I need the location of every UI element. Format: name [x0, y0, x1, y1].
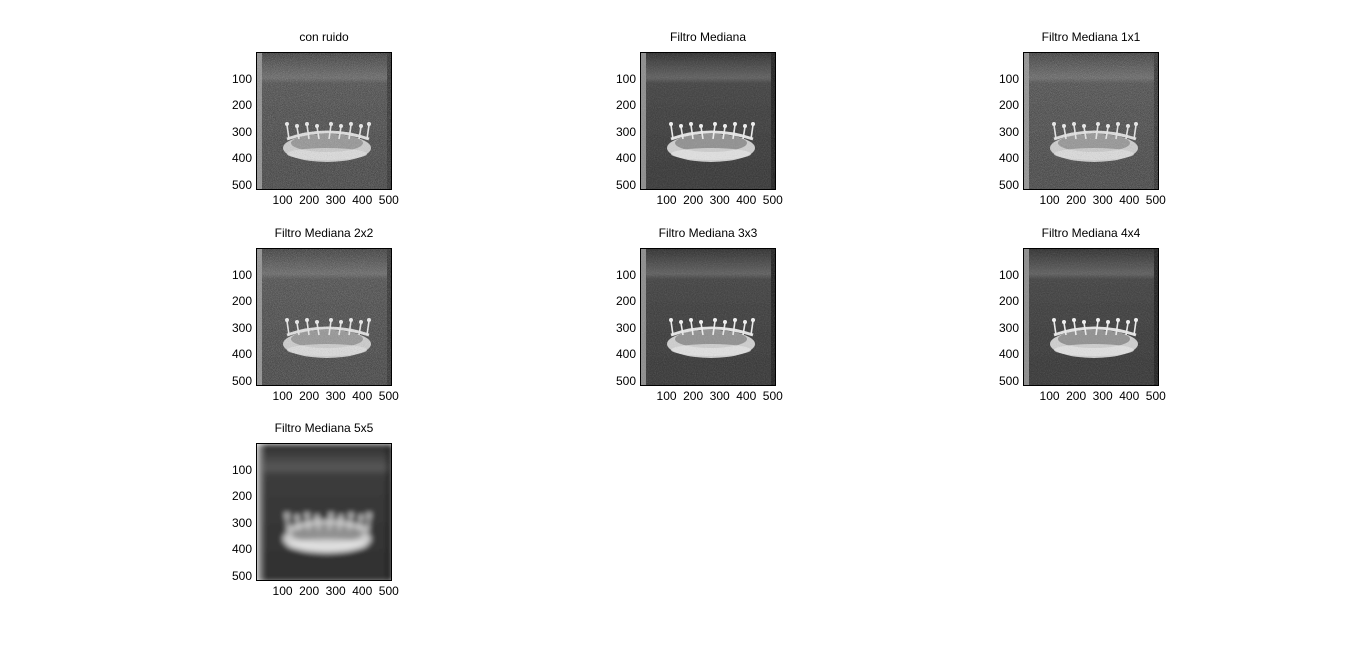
y-tick-label: 500 [998, 177, 1019, 192]
y-tick-label: 500 [615, 177, 636, 192]
y-tick-label: 300 [231, 320, 252, 335]
y-tick-label: 100 [231, 71, 252, 86]
y-tick-label: 400 [231, 347, 252, 362]
y-tick-label: 400 [998, 347, 1019, 362]
subplot-title: Filtro Mediana 5x5 [274, 421, 374, 435]
image-noisy [257, 53, 391, 189]
x-tick-label: 200 [1066, 193, 1087, 207]
x-tick-label: 300 [325, 584, 346, 598]
x-tick-label: 500 [762, 389, 783, 403]
x-tick-label: 100 [272, 584, 293, 598]
y-tick-label: 200 [998, 294, 1019, 309]
x-tick-label: 500 [378, 193, 399, 207]
y-tick-label: 200 [998, 98, 1019, 113]
y-tick-label: 100 [998, 267, 1019, 282]
image-filtered [1024, 249, 1158, 385]
x-tick-label: 100 [1039, 389, 1060, 403]
x-tick-label: 300 [1092, 193, 1113, 207]
y-tick-label: 300 [615, 320, 636, 335]
x-tick-label: 100 [1039, 193, 1060, 207]
subplot-title: con ruido [299, 30, 349, 44]
x-tick-label: 500 [378, 389, 399, 403]
image-filtered [641, 249, 775, 385]
y-tick-label: 400 [998, 151, 1019, 166]
x-tick-label: 100 [272, 193, 293, 207]
image-filtered [641, 53, 775, 189]
image-axes [256, 443, 392, 581]
x-tick-label: 200 [683, 389, 704, 403]
x-tick-label: 400 [736, 193, 757, 207]
y-tick-label: 100 [231, 267, 252, 282]
subplot-title: Filtro Mediana 4x4 [1041, 226, 1141, 240]
x-tick-label: 100 [656, 193, 677, 207]
y-tick-label: 300 [231, 515, 252, 530]
y-tick-label: 300 [615, 124, 636, 139]
image-axes [256, 248, 392, 386]
x-tick-label: 400 [352, 389, 373, 403]
image-noisy [257, 249, 391, 385]
x-tick-label: 200 [299, 389, 320, 403]
image-noisy [1024, 53, 1158, 189]
y-tick-label: 400 [231, 151, 252, 166]
image-axes [1023, 248, 1159, 386]
y-tick-label: 200 [231, 489, 252, 504]
y-tick-label: 500 [231, 568, 252, 583]
x-tick-label: 200 [299, 584, 320, 598]
x-tick-label: 100 [656, 389, 677, 403]
y-tick-label: 500 [231, 373, 252, 388]
x-tick-label: 400 [352, 584, 373, 598]
image-axes [1023, 52, 1159, 190]
x-tick-label: 300 [325, 193, 346, 207]
subplot-title: Filtro Mediana 2x2 [274, 226, 374, 240]
y-tick-label: 200 [615, 294, 636, 309]
x-tick-label: 300 [709, 389, 730, 403]
x-tick-label: 400 [352, 193, 373, 207]
y-tick-label: 400 [615, 347, 636, 362]
x-tick-label: 500 [762, 193, 783, 207]
y-tick-label: 500 [615, 373, 636, 388]
x-tick-label: 500 [1145, 193, 1166, 207]
x-tick-label: 400 [1119, 193, 1140, 207]
subplot-title: Filtro Mediana [669, 30, 747, 44]
x-tick-label: 200 [299, 193, 320, 207]
image-blurred [257, 444, 391, 580]
y-tick-label: 200 [231, 98, 252, 113]
image-axes [640, 52, 776, 190]
x-tick-label: 300 [325, 389, 346, 403]
y-tick-label: 100 [615, 71, 636, 86]
y-tick-label: 100 [615, 267, 636, 282]
x-tick-label: 400 [1119, 389, 1140, 403]
image-axes [256, 52, 392, 190]
y-tick-label: 200 [615, 98, 636, 113]
y-tick-label: 300 [998, 320, 1019, 335]
x-tick-label: 200 [1066, 389, 1087, 403]
x-tick-label: 500 [1145, 389, 1166, 403]
x-tick-label: 500 [378, 584, 399, 598]
y-tick-label: 200 [231, 294, 252, 309]
y-tick-label: 400 [231, 542, 252, 557]
y-tick-label: 100 [231, 462, 252, 477]
x-tick-label: 300 [709, 193, 730, 207]
subplot-title: Filtro Mediana 1x1 [1041, 30, 1141, 44]
y-tick-label: 100 [998, 71, 1019, 86]
y-tick-label: 500 [231, 177, 252, 192]
image-axes [640, 248, 776, 386]
x-tick-label: 200 [683, 193, 704, 207]
y-tick-label: 300 [998, 124, 1019, 139]
x-tick-label: 100 [272, 389, 293, 403]
y-tick-label: 400 [615, 151, 636, 166]
x-tick-label: 400 [736, 389, 757, 403]
y-tick-label: 300 [231, 124, 252, 139]
y-tick-label: 500 [998, 373, 1019, 388]
subplot-title: Filtro Mediana 3x3 [658, 226, 758, 240]
x-tick-label: 300 [1092, 389, 1113, 403]
